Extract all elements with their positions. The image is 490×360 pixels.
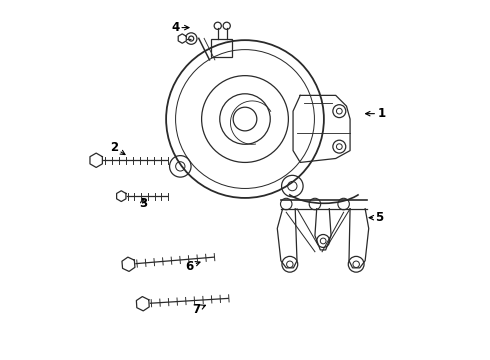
Text: 5: 5 [369,211,384,224]
Text: 7: 7 [193,303,205,316]
Bar [211,39,232,57]
Text: 4: 4 [171,21,189,34]
Text: 1: 1 [366,107,385,120]
Polygon shape [178,34,186,43]
Polygon shape [122,257,135,271]
Text: 3: 3 [139,197,147,210]
Text: 6: 6 [185,260,200,273]
Polygon shape [90,153,102,167]
Polygon shape [136,297,149,311]
Text: 2: 2 [110,141,125,154]
Polygon shape [117,191,126,202]
